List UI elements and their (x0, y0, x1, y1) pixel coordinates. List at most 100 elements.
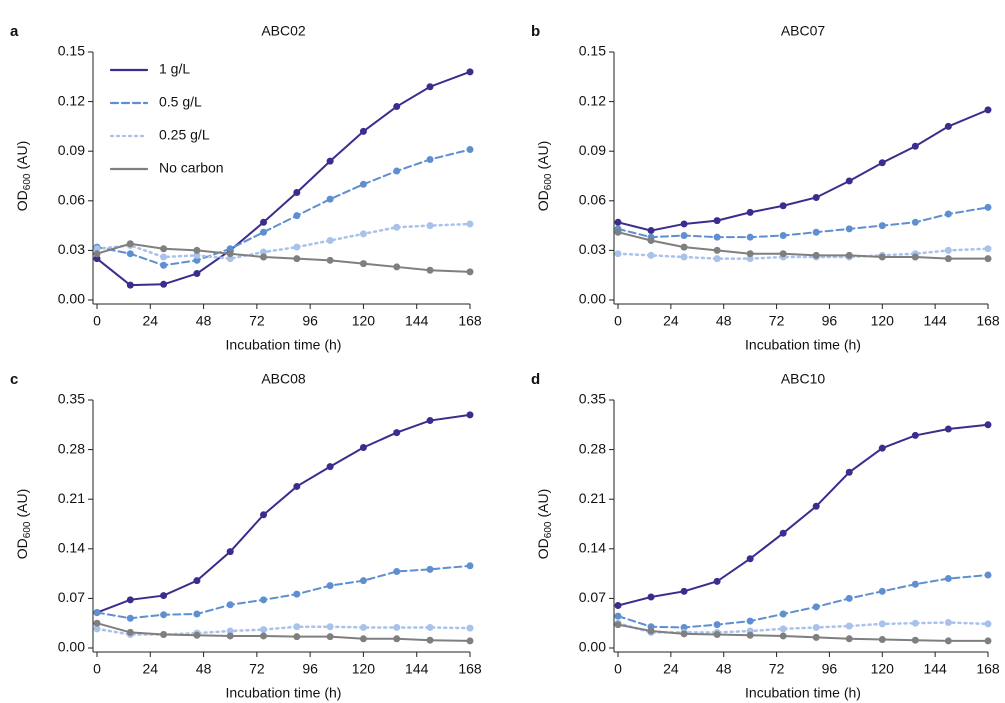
x-tick-label: 144 (405, 313, 429, 329)
y-tick-label: 0.06 (58, 192, 85, 208)
data-point (260, 596, 268, 604)
data-point (260, 632, 268, 640)
series-line (617, 231, 989, 260)
data-point (944, 425, 952, 433)
data-point (426, 623, 434, 631)
y-label-sub: 600 (22, 173, 33, 190)
data-point (911, 636, 919, 644)
y-label-unit: (AU) (14, 489, 30, 518)
data-point (466, 637, 474, 645)
data-point (293, 255, 301, 263)
x-tick-label: 24 (663, 313, 679, 329)
y-axis-label: OD600 (AU) (14, 141, 33, 211)
x-tick-label: 96 (302, 661, 318, 677)
data-point (845, 622, 853, 630)
data-point (614, 601, 622, 609)
data-point (746, 233, 754, 241)
data-point (812, 193, 820, 201)
y-tick-label: 0.14 (579, 540, 606, 556)
data-point (944, 246, 952, 254)
data-point (746, 208, 754, 216)
data-point (326, 582, 334, 590)
data-point (359, 180, 367, 188)
data-point (193, 270, 201, 278)
data-point (944, 122, 952, 130)
data-point (359, 230, 367, 238)
y-axis-label: OD600 (AU) (14, 489, 33, 559)
series-line (617, 423, 989, 607)
y-tick-label: 0.03 (58, 241, 85, 257)
data-point (779, 232, 787, 240)
y-label-unit: (AU) (14, 141, 30, 170)
data-point (944, 575, 952, 583)
data-point (614, 228, 622, 236)
data-point (713, 246, 721, 254)
data-point (426, 636, 434, 644)
data-point (466, 220, 474, 228)
data-point (984, 203, 992, 211)
data-point (680, 243, 688, 251)
legend-label: 0.5 g/L (159, 94, 202, 110)
data-point (93, 609, 101, 617)
panel-letter: d (531, 371, 540, 388)
data-point (326, 463, 334, 471)
chart-title: ABC07 (781, 23, 826, 39)
data-point (326, 157, 334, 165)
y-tick-label: 0.09 (579, 142, 606, 158)
data-point (614, 250, 622, 258)
data-point (911, 431, 919, 439)
panel: d ABC10 0.00 0.07 0.14 0.21 0.28 0.35 0 24 48 72 96 1… (531, 371, 1000, 701)
data-point (426, 565, 434, 573)
data-point (93, 255, 101, 263)
data-point (193, 256, 201, 264)
y-label-sub: 600 (543, 173, 554, 190)
data-point (260, 511, 268, 519)
panel: c ABC08 0.00 0.07 0.14 0.21 0.28 0.35 0 24 48 72 96 1… (10, 371, 482, 701)
x-tick-label: 48 (196, 661, 212, 677)
data-point (160, 245, 168, 253)
panel-letter: a (10, 23, 19, 40)
data-point (984, 571, 992, 579)
x-tick-label: 120 (352, 661, 376, 677)
x-axis-label: Incubation time (h) (745, 685, 861, 701)
x-tick-label: 96 (822, 313, 838, 329)
y-label-main: OD (14, 538, 30, 559)
data-point (713, 621, 721, 629)
data-point (93, 250, 101, 258)
data-point (359, 127, 367, 135)
data-point (226, 255, 234, 263)
x-tick-label: 72 (769, 661, 785, 677)
data-point (93, 619, 101, 627)
data-point (812, 603, 820, 611)
data-point (746, 631, 754, 639)
data-point (326, 256, 334, 264)
data-point (647, 627, 655, 635)
data-point (193, 246, 201, 254)
y-tick-label: 0.28 (58, 440, 85, 456)
series-line (617, 574, 989, 629)
data-point (911, 142, 919, 150)
data-point (260, 248, 268, 256)
legend-label: 0.25 g/L (159, 127, 210, 143)
y-tick-label: 0.07 (579, 589, 606, 605)
data-point (812, 623, 820, 631)
data-point (944, 618, 952, 626)
series-line (616, 247, 990, 260)
x-axis-label: Incubation time (h) (745, 337, 861, 353)
y-tick-label: 0.12 (579, 92, 606, 108)
x-tick-label: 48 (716, 661, 732, 677)
data-point (466, 624, 474, 632)
data-point (160, 592, 168, 600)
data-point (746, 617, 754, 625)
y-tick-label: 0.07 (58, 589, 85, 605)
data-point (393, 623, 401, 631)
series-line (96, 622, 471, 642)
data-point (93, 625, 101, 633)
data-point (680, 630, 688, 638)
data-point (812, 251, 820, 259)
data-point (359, 635, 367, 643)
y-tick-label: 0.21 (579, 490, 606, 506)
data-point (393, 263, 401, 271)
data-point (426, 266, 434, 274)
data-point (713, 217, 721, 225)
